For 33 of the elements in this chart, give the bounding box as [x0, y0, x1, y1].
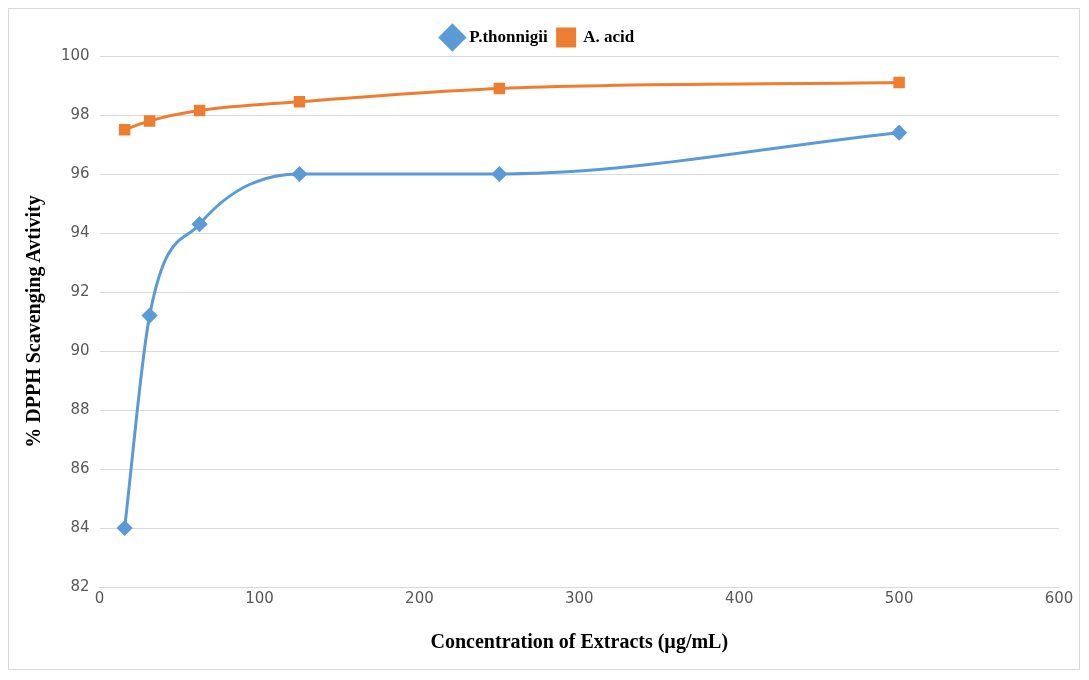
- y-tick-label: 90: [70, 340, 90, 359]
- y-tick-label: 98: [70, 104, 90, 123]
- point: [292, 166, 307, 182]
- x-tick-label: 600: [1044, 588, 1074, 607]
- x-tick-label: 0: [94, 588, 105, 607]
- y-tick-label: 88: [70, 399, 90, 418]
- point: [891, 125, 907, 141]
- point: [142, 308, 158, 324]
- x-tick-label: 100: [245, 588, 274, 607]
- point: [491, 166, 507, 182]
- point: [192, 216, 208, 232]
- x-tick-label: 500: [884, 588, 914, 607]
- y-tick-label: 86: [70, 458, 90, 477]
- y-tick-label: 94: [70, 222, 90, 241]
- point: [143, 115, 156, 127]
- point: [118, 124, 131, 136]
- legend-label: A. acid: [583, 26, 635, 46]
- point: [293, 95, 306, 108]
- x-tick-label: 200: [405, 588, 434, 607]
- y-tick-label: 92: [70, 281, 90, 300]
- y-tick-label: 84: [70, 517, 90, 536]
- x-axis-title: Concentration of Extracts (µg/mL): [430, 630, 729, 654]
- legend-label: P.thonnigii: [469, 26, 548, 46]
- y-tick-label: 96: [70, 163, 90, 182]
- y-axis-title: % DPPH Scavenging Avtivity: [22, 195, 46, 448]
- x-tick-label: 400: [724, 588, 754, 607]
- point: [193, 104, 206, 117]
- y-tick-label: 100: [60, 45, 90, 64]
- x-tick-label: 300: [564, 588, 594, 607]
- point: [493, 82, 506, 95]
- point: [893, 76, 905, 89]
- y-tick-label: 82: [70, 576, 90, 595]
- point: [117, 520, 133, 536]
